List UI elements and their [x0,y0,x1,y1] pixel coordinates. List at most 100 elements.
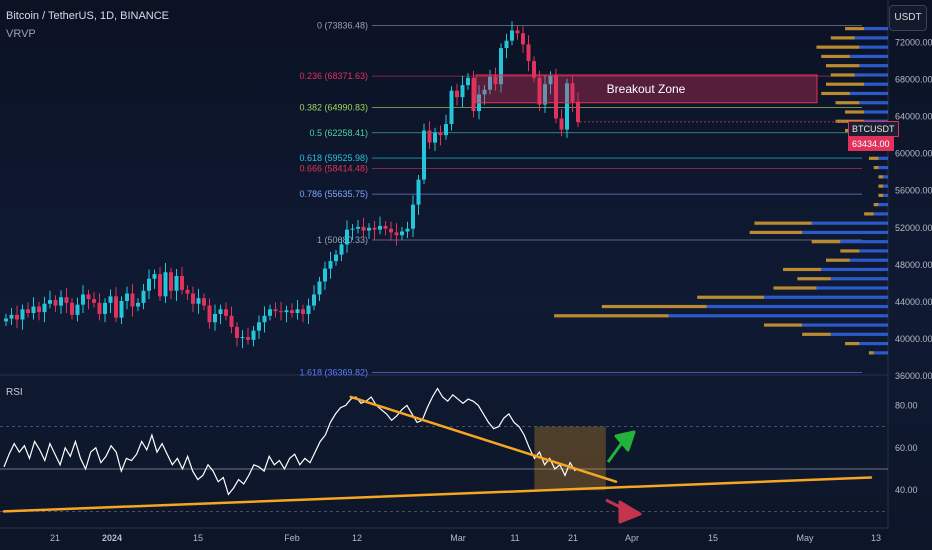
breakout-zone-label: Breakout Zone [607,82,686,96]
candle-body [213,313,217,323]
volume-profile-up-bar [864,27,888,31]
candle-body [526,44,531,62]
volume-profile-down-bar [878,184,884,188]
candle-body [515,30,520,34]
fib-level-label: 0.382 (64990.83) [299,102,368,112]
candle-body [312,294,316,306]
volume-profile-down-bar [878,175,884,179]
candle-body [367,227,371,231]
candle-body [383,225,388,229]
candle-body [504,40,509,49]
candle-body [455,90,459,98]
rsi-tick-label: 60.00 [895,443,918,453]
rsi-trendline [349,395,618,483]
volume-profile-up-bar [821,267,888,272]
candle-body [42,303,47,313]
candle-body [493,76,498,85]
volume-profile-up-bar [849,258,888,262]
candle-body [356,226,360,229]
volume-profile-up-bar [854,36,888,40]
candle-body [114,296,118,318]
chart-title: Bitcoin / TetherUS, 1D, BINANCE [6,10,170,22]
price-tick-label: 44000.00 [895,297,932,307]
candle-body [103,302,107,314]
volume-profile-up-bar [849,91,888,96]
currency-button[interactable]: USDT [889,5,927,31]
volume-profile-down-bar [845,341,860,346]
candle-body [64,297,69,303]
candle-body [301,309,305,314]
candle-body [147,278,151,291]
candle-body [136,302,140,307]
fib-level-label: 0.236 (68371.63) [299,71,368,81]
volume-profile-up-bar [859,101,888,105]
volume-profile-down-bar [878,193,884,197]
rsi-tick-label: 80.00 [895,400,918,410]
candle-body [405,228,410,232]
candle-body [378,225,382,230]
volume-profile-down-bar [821,91,850,96]
volume-profile-up-bar [763,295,888,299]
arrow-up-icon [606,430,636,463]
candle-body [548,75,553,85]
rsi-line [3,387,576,496]
volume-profile-down-bar [697,295,764,299]
rsi-label: RSI [6,387,23,398]
candle-body [323,268,327,282]
rsi-tick-label: 40.00 [895,485,918,495]
volume-profile-down-bar [816,45,860,49]
candle-body [240,337,245,339]
volume-profile-up-bar [854,73,888,77]
volume-profile-down-bar [783,267,822,272]
volume-profile-down-bar [868,351,874,355]
volume-profile-down-bar [825,258,850,262]
candle-body [59,297,63,306]
candle-body [86,294,91,300]
fib-level-label: 1.618 (36369.82) [299,368,368,378]
volume-profile-down-bar [825,64,860,68]
price-tick-label: 56000.00 [895,186,932,196]
candle-body [521,33,525,45]
volume-profile-down-bar [868,156,879,160]
candle-body [229,315,234,327]
candle-body [306,305,311,314]
candle-body [570,83,575,102]
candle-body [196,298,201,304]
candle-body [427,130,432,143]
volume-profile-up-bar [873,212,888,216]
candle-body [510,30,514,41]
fib-level-label: 0.618 (59525.98) [299,153,368,163]
candle-body [295,309,300,314]
candle-body [416,179,421,205]
candle-body [334,254,338,262]
candle-body [532,61,536,78]
candle-body [488,76,492,90]
candle-body [460,85,465,98]
volume-profile-up-bar [883,184,888,188]
volume-profile-up-bar [859,45,888,49]
candle-body [262,315,267,323]
price-tick-label: 52000.00 [895,223,932,233]
candle-body [4,318,8,322]
candle-body [400,231,404,236]
time-tick-label: 15 [708,533,718,543]
volume-profile-up-bar [802,230,888,235]
time-tick-label: 21 [50,533,60,543]
candle-body [180,275,184,290]
fib-level-label: 0.666 (58414.48) [299,163,368,173]
volume-profile-up-bar [878,203,888,207]
volume-profile-down-bar [873,203,879,207]
candle-body [152,274,157,279]
volume-profile-up-bar [878,156,888,160]
candle-body [449,90,454,125]
rsi-trendline [2,476,873,513]
candle-body [246,337,250,340]
candle-body [422,130,426,180]
time-tick-label: 11 [510,533,519,543]
candle-body [119,300,124,318]
time-tick-label: 21 [568,533,578,543]
candle-body [235,326,239,339]
candle-body [290,310,294,314]
candle-body [433,132,437,143]
volume-profile-up-bar [816,286,888,290]
